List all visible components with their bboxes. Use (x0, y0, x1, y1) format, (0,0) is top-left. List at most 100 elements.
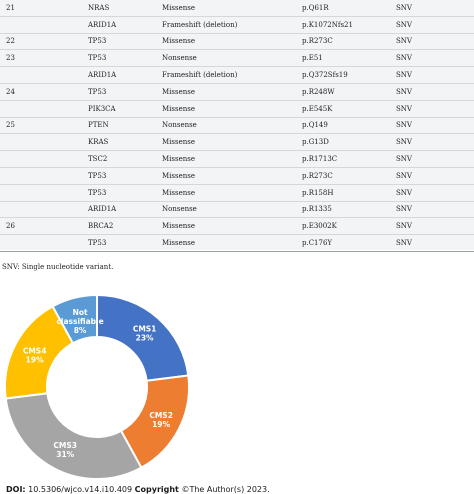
table-row: 26 BRCA2 Missense p.E3002K SNV (0, 217, 474, 236)
table-row: 25 PTEN Nonsense p.Q149 SNV (0, 117, 474, 135)
cms-donut-chart: CMS123%CMS219%CMS331%CMS419%Notclassifia… (4, 293, 190, 480)
cell-type: Nonsense (162, 201, 302, 219)
cell-type: Missense (162, 184, 302, 202)
cell-gene: TP53 (88, 33, 162, 51)
cell-type: Nonsense (162, 49, 302, 68)
cell-variant: SNV (396, 33, 474, 51)
table-row: KRAS Missense p.G13D SNV (0, 133, 474, 152)
mutation-table-panel: 21 NRAS Missense p.Q61R SNV ARID1A Frameshift … (0, 0, 474, 252)
cell-variant: SNV (396, 217, 474, 236)
cell-case (0, 66, 88, 84)
cell-gene: KRAS (88, 133, 162, 152)
cell-gene: ARID1A (88, 201, 162, 219)
cell-gene: ARID1A (88, 16, 162, 34)
cell-protein: p.R273C (302, 167, 396, 185)
cell-protein: p.R273C (302, 33, 396, 51)
table-row: 21 NRAS Missense p.Q61R SNV (0, 0, 474, 17)
table-row: TP53 Missense p.R158H SNV (0, 184, 474, 202)
cell-case: 23 (0, 49, 88, 68)
cell-protein: p.G13D (302, 133, 396, 152)
table-row: TP53 Missense p.C176Y SNV (0, 234, 474, 252)
table-row: 24 TP53 Missense p.R248W SNV (0, 83, 474, 101)
cell-protein: p.Q61R (302, 0, 396, 17)
cell-protein: p.C176Y (302, 234, 396, 252)
cell-variant: SNV (396, 184, 474, 202)
cell-gene: TP53 (88, 49, 162, 68)
slice-label-cms2: CMS2 (149, 411, 173, 420)
cell-case (0, 184, 88, 202)
doi-value: 10.5306/wjco.v14.i10.409 (28, 485, 133, 494)
cell-variant: SNV (396, 234, 474, 252)
cell-protein: p.R1713C (302, 150, 396, 168)
slice-label-cms2: 19% (152, 420, 170, 429)
cell-case (0, 133, 88, 152)
cell-type: Missense (162, 150, 302, 168)
slice-label-cms1: CMS1 (133, 324, 157, 333)
cell-type: Frameshift (deletion) (162, 16, 302, 34)
cell-type: Frameshift (deletion) (162, 66, 302, 84)
slice-label-cms4: 19% (26, 356, 44, 365)
cell-gene: ARID1A (88, 66, 162, 84)
slice-label-cms4: CMS4 (23, 347, 47, 356)
cell-case (0, 234, 88, 252)
cell-case (0, 167, 88, 185)
table-row: ARID1A Frameshift (deletion) p.Q372Sfs19 SN… (0, 66, 474, 84)
cell-type: Missense (162, 83, 302, 101)
slice-label-cms1: 23% (136, 333, 154, 342)
table-footnote: SNV: Single nucleotide variant. (2, 263, 114, 271)
cell-type: Missense (162, 100, 302, 118)
cell-case (0, 201, 88, 219)
cell-case: 25 (0, 117, 88, 135)
table-row: 22 TP53 Missense p.R273C SNV (0, 33, 474, 51)
cell-variant: SNV (396, 83, 474, 101)
table-row: ARID1A Frameshift (deletion) p.K1072Nfs21 S… (0, 16, 474, 34)
cell-type: Missense (162, 234, 302, 252)
cell-gene: TP53 (88, 184, 162, 202)
cell-gene: TP53 (88, 83, 162, 101)
cell-case: 26 (0, 217, 88, 236)
slice-label-not-classifiable: Not (73, 308, 88, 317)
cell-variant: SNV (396, 201, 474, 219)
copyright-label: Copyright (134, 485, 179, 494)
cell-protein: p.Q372Sfs19 (302, 66, 396, 84)
doi-label: DOI: (6, 485, 26, 494)
cell-case (0, 100, 88, 118)
cell-type: Missense (162, 0, 302, 17)
cell-protein: p.R248W (302, 83, 396, 101)
table-row: TSC2 Missense p.R1713C SNV (0, 150, 474, 168)
mutation-table: 21 NRAS Missense p.Q61R SNV ARID1A Frameshift … (0, 0, 474, 252)
citation-footer: DOI: 10.5306/wjco.v14.i10.409 Copyright … (6, 485, 270, 494)
cell-variant: SNV (396, 0, 474, 17)
cell-gene: PIK3CA (88, 100, 162, 118)
table-row: ARID1A Nonsense p.R1335 SNV (0, 201, 474, 219)
cell-type: Missense (162, 33, 302, 51)
cell-gene: NRAS (88, 0, 162, 17)
cell-case (0, 150, 88, 168)
cell-protein: p.R158H (302, 184, 396, 202)
cell-protein: p.R1335 (302, 201, 396, 219)
cell-variant: SNV (396, 49, 474, 68)
table-row: TP53 Missense p.R273C SNV (0, 167, 474, 185)
slice-label-cms3: 31% (56, 450, 74, 459)
cell-gene: TP53 (88, 167, 162, 185)
cell-gene: TP53 (88, 234, 162, 252)
donut-slice-not-classifiable (51, 293, 98, 345)
table-row: PIK3CA Missense p.E545K SNV (0, 100, 474, 118)
cell-case: 24 (0, 83, 88, 101)
table-row: 23 TP53 Nonsense p.E51 SNV (0, 49, 474, 68)
cell-type: Nonsense (162, 117, 302, 135)
cell-variant: SNV (396, 167, 474, 185)
cell-type: Missense (162, 133, 302, 152)
cell-protein: p.E545K (302, 100, 396, 118)
donut-slice-cms3 (4, 392, 143, 480)
cell-protein: p.K1072Nfs21 (302, 16, 396, 34)
slice-label-cms3: CMS3 (53, 441, 77, 450)
cell-gene: PTEN (88, 117, 162, 135)
cell-variant: SNV (396, 100, 474, 118)
copyright-value: ©The Author(s) 2023. (181, 485, 270, 494)
slice-label-not-classifiable: classifiable (56, 317, 103, 326)
cell-case (0, 16, 88, 34)
cell-variant: SNV (396, 117, 474, 135)
cell-protein: p.E51 (302, 49, 396, 68)
cell-case: 22 (0, 33, 88, 51)
